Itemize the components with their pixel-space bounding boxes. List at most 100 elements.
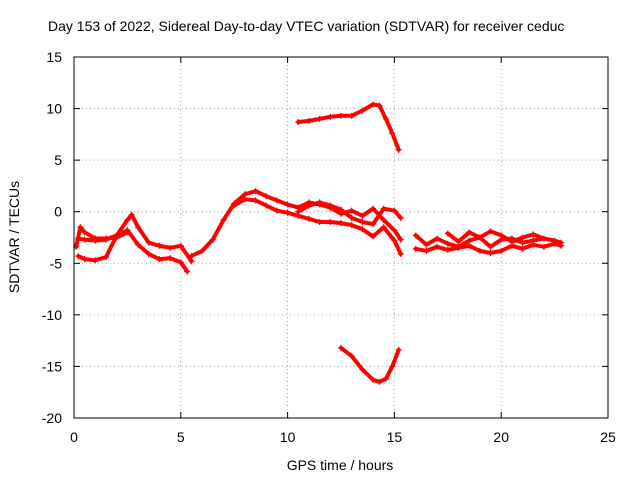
- data-point: [455, 238, 462, 245]
- data-point: [423, 241, 430, 248]
- data-point: [81, 256, 88, 263]
- data-point: [145, 251, 152, 258]
- data-point: [395, 146, 402, 153]
- tick-layer: 0 5 10 15 20 25 -20 -15 -10 -5 0 5 10 15: [42, 49, 616, 445]
- data-point: [316, 199, 323, 206]
- data-point: [305, 117, 312, 124]
- data-point: [395, 346, 402, 353]
- data-point: [273, 207, 280, 214]
- data-point: [167, 244, 174, 251]
- data-point: [81, 229, 88, 236]
- data-point: [370, 376, 377, 383]
- data-point: [103, 235, 110, 242]
- data-point: [476, 234, 483, 241]
- data-point: [519, 234, 526, 241]
- series-track-k: [444, 228, 547, 245]
- data-point: [540, 235, 547, 242]
- data-point: [558, 242, 565, 249]
- data-point: [389, 130, 396, 137]
- data-layer: [73, 101, 565, 385]
- data-point: [370, 101, 377, 108]
- data-point: [476, 247, 483, 254]
- data-point: [252, 197, 259, 204]
- data-point: [551, 240, 558, 247]
- y-axis-label: SDTVAR / TECUs: [6, 181, 22, 293]
- data-point: [177, 259, 184, 266]
- data-point: [156, 256, 163, 263]
- y-tick-label: -5: [50, 255, 63, 271]
- data-point: [103, 254, 110, 261]
- y-tick-label: 0: [54, 204, 62, 220]
- data-point: [376, 102, 383, 109]
- data-point: [348, 207, 355, 214]
- data-point: [241, 191, 248, 198]
- series-track-h: [338, 344, 402, 385]
- data-point: [498, 247, 505, 254]
- data-point: [466, 242, 473, 249]
- x-axis-label: GPS time / hours: [287, 457, 394, 473]
- data-point: [487, 243, 494, 250]
- data-point: [241, 196, 248, 203]
- series-track-c: [75, 227, 191, 275]
- x-tick-label: 10: [280, 429, 296, 445]
- data-point: [359, 107, 366, 114]
- data-point: [188, 258, 195, 265]
- data-point: [359, 226, 366, 233]
- data-point: [348, 214, 355, 221]
- data-point: [380, 224, 387, 231]
- data-point: [519, 239, 526, 246]
- data-point: [359, 366, 366, 373]
- data-point: [391, 227, 398, 234]
- data-point: [305, 215, 312, 222]
- data-point: [209, 236, 216, 243]
- data-point: [434, 243, 441, 250]
- data-point: [444, 246, 451, 253]
- data-point: [156, 242, 163, 249]
- data-point: [113, 232, 120, 239]
- data-point: [423, 247, 430, 254]
- data-point: [466, 237, 473, 244]
- data-point: [124, 227, 131, 234]
- series-track-e: [231, 196, 404, 258]
- data-point: [295, 118, 302, 125]
- x-tick-label: 15: [387, 429, 403, 445]
- data-point: [327, 219, 334, 226]
- data-point: [284, 201, 291, 208]
- x-tick-label: 25: [600, 429, 616, 445]
- data-point: [530, 241, 537, 248]
- data-point: [434, 235, 441, 242]
- data-point: [455, 244, 462, 251]
- data-point: [135, 224, 142, 231]
- y-tick-label: -20: [42, 410, 62, 426]
- data-point: [327, 113, 334, 120]
- series-track-f: [295, 199, 404, 228]
- data-point: [92, 257, 99, 264]
- data-point: [75, 253, 82, 260]
- data-point: [92, 235, 99, 242]
- y-tick-label: 10: [46, 101, 62, 117]
- plot-frame: [73, 56, 609, 419]
- data-point: [487, 228, 494, 235]
- data-point: [382, 375, 389, 382]
- data-point: [273, 197, 280, 204]
- x-tick-label: 5: [177, 429, 185, 445]
- data-point: [389, 363, 396, 370]
- data-point: [519, 245, 526, 252]
- data-point: [397, 236, 404, 243]
- data-point: [184, 268, 191, 275]
- data-point: [263, 202, 270, 209]
- data-point: [263, 193, 270, 200]
- data-point: [498, 232, 505, 239]
- y-tick-label: 15: [46, 49, 62, 65]
- data-point: [231, 202, 238, 209]
- data-point: [188, 253, 195, 260]
- data-point: [305, 202, 312, 209]
- data-point: [338, 112, 344, 119]
- data-point: [77, 224, 84, 231]
- data-point: [412, 232, 419, 239]
- series-track-g: [295, 101, 402, 153]
- data-point: [338, 206, 344, 213]
- data-point: [348, 222, 355, 229]
- data-point: [508, 238, 515, 245]
